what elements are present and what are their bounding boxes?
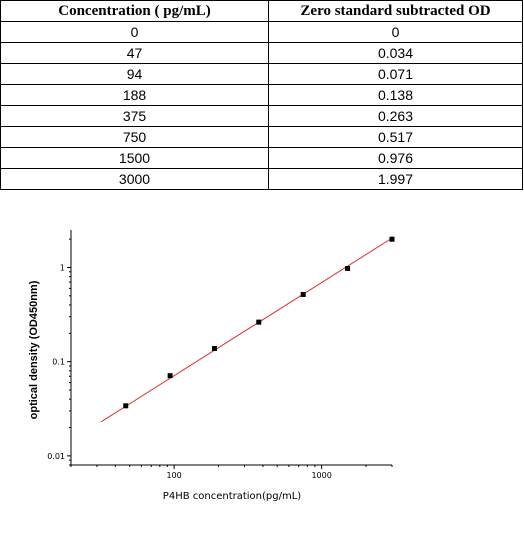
table-row: 0 0 bbox=[0, 21, 523, 43]
x-tick-label: 100 bbox=[166, 471, 181, 480]
cell-od: 0 bbox=[268, 21, 523, 43]
x-axis-title: P4HB concentration(pg/mL) bbox=[163, 491, 301, 502]
cell-concentration: 0 bbox=[0, 21, 269, 43]
cell-concentration: 3000 bbox=[0, 168, 269, 190]
cell-od: 0.071 bbox=[268, 63, 523, 85]
y-axis-title: optical density (OD450nm) bbox=[28, 280, 40, 419]
data-point bbox=[256, 319, 262, 325]
table-row: 188 0.138 bbox=[0, 84, 523, 106]
cell-concentration: 47 bbox=[0, 42, 269, 64]
y-tick-label: 0.1 bbox=[52, 358, 65, 367]
cell-od: 0.517 bbox=[268, 126, 523, 148]
standard-curve-table-container: Concentration ( pg/mL) Zero standard sub… bbox=[0, 0, 523, 190]
data-point bbox=[212, 346, 218, 352]
header-concentration: Concentration ( pg/mL) bbox=[0, 0, 269, 22]
cell-concentration: 375 bbox=[0, 105, 269, 127]
y-tick-label: 1 bbox=[60, 263, 65, 272]
x-tick-label: 1000 bbox=[311, 471, 331, 480]
table-row: 94 0.071 bbox=[0, 63, 523, 85]
cell-od: 0.976 bbox=[268, 147, 523, 169]
cell-od: 0.034 bbox=[268, 42, 523, 64]
cell-concentration: 1500 bbox=[0, 147, 269, 169]
table-row: 750 0.517 bbox=[0, 126, 523, 148]
chart-ticks: 0.01 0.1 1 100 1000 bbox=[47, 238, 393, 480]
y-tick-label: 0.01 bbox=[47, 452, 65, 461]
cell-concentration: 750 bbox=[0, 126, 269, 148]
table-header-row: Concentration ( pg/mL) Zero standard sub… bbox=[0, 0, 523, 22]
data-point bbox=[345, 265, 351, 271]
data-point bbox=[167, 373, 173, 379]
cell-concentration: 188 bbox=[0, 84, 269, 106]
table-row: 1500 0.976 bbox=[0, 147, 523, 169]
fit-line-group bbox=[100, 237, 393, 423]
standard-curve-table: Concentration ( pg/mL) Zero standard sub… bbox=[0, 0, 523, 190]
header-od: Zero standard subtracted OD bbox=[268, 0, 523, 22]
table-row: 47 0.034 bbox=[0, 42, 523, 64]
standard-curve-chart: 0.01 0.1 1 100 1000 optical density (OD450nm… bbox=[28, 230, 395, 502]
data-points-group bbox=[123, 236, 395, 409]
cell-od: 0.263 bbox=[268, 105, 523, 127]
data-point bbox=[300, 291, 306, 297]
chart-axes bbox=[70, 230, 392, 466]
cell-od: 0.138 bbox=[268, 84, 523, 106]
data-point bbox=[389, 236, 395, 242]
cell-concentration: 94 bbox=[0, 63, 269, 85]
table-row: 3000 1.997 bbox=[0, 168, 523, 190]
fit-line bbox=[100, 237, 393, 423]
table-row: 375 0.263 bbox=[0, 105, 523, 127]
data-point bbox=[123, 403, 129, 409]
cell-od: 1.997 bbox=[268, 168, 523, 190]
